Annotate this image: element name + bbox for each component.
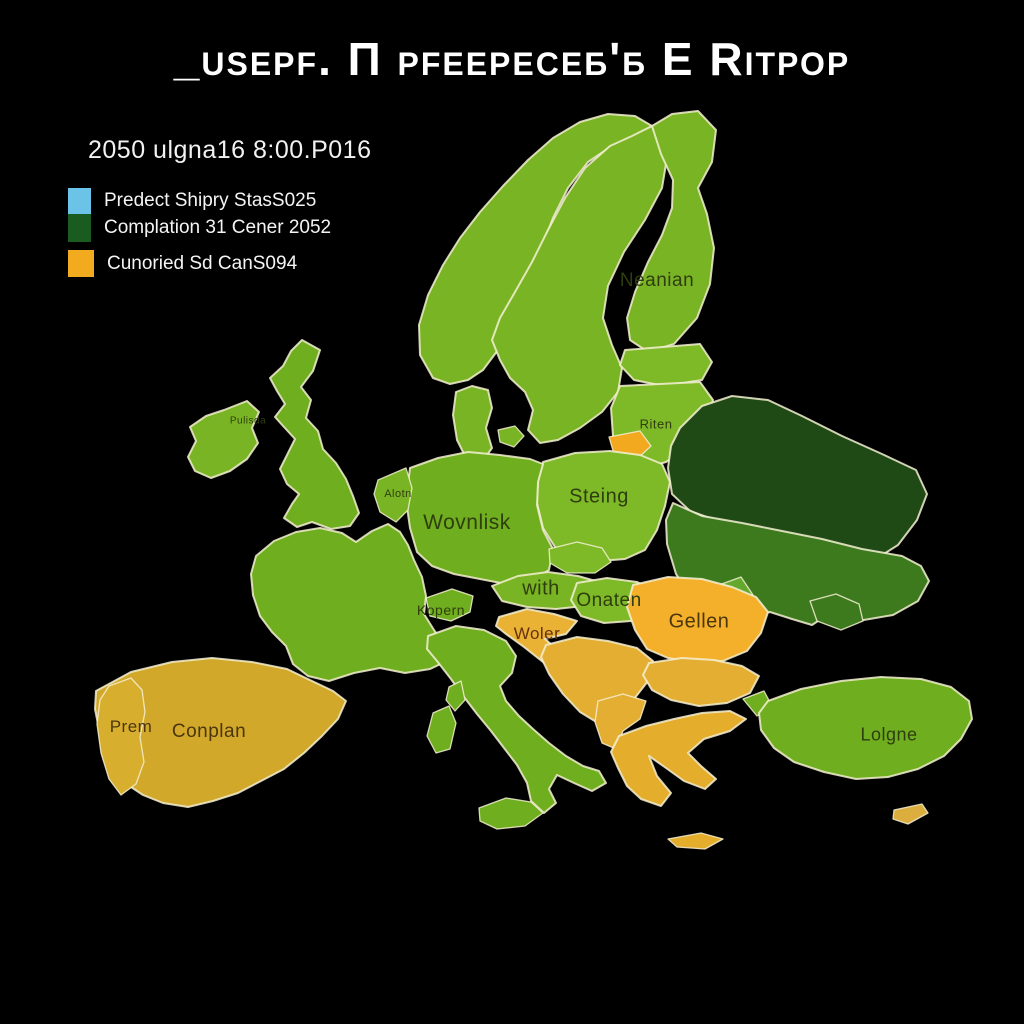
label-germany: Wovnlisk xyxy=(423,511,511,534)
label-croatia: Woler xyxy=(513,624,561,643)
country-greece xyxy=(610,710,747,807)
country-sweden xyxy=(491,125,669,444)
country-romania xyxy=(626,576,769,664)
island-cyprus xyxy=(892,803,929,825)
country-czech xyxy=(548,541,612,574)
legend-swatch-blue xyxy=(68,188,91,214)
country-denmark xyxy=(452,385,493,463)
country-netherlands xyxy=(373,467,413,523)
label-spain: Conplan xyxy=(171,721,247,742)
legend-label: Predect Shipry StasS025 xyxy=(104,190,317,211)
legend-swatch-orange xyxy=(68,250,94,277)
label-finland: Neanian xyxy=(619,270,695,291)
label-switzerland: Kopern xyxy=(416,602,466,618)
legend-label: Complation 31 Cener 2052 xyxy=(104,217,332,238)
legend-label: Cunoried Sd CanS094 xyxy=(107,252,298,274)
country-bulgaria xyxy=(642,657,760,707)
label-ireland: Pulisda xyxy=(229,415,267,427)
island-corsica xyxy=(445,680,466,712)
region-crimea xyxy=(809,593,864,631)
country-finland xyxy=(626,110,717,353)
legend-item: Cunoried Sd CanS094 xyxy=(68,250,297,277)
legend-swatch-darkgreen xyxy=(68,214,91,242)
legend-item: Complation 31 Cener 2052 xyxy=(68,214,331,242)
label-romania: Gellen xyxy=(668,610,730,633)
country-ireland xyxy=(187,400,260,479)
country-portugal xyxy=(96,677,146,796)
label-austria: with xyxy=(522,577,560,600)
label-netherlands: Alotn xyxy=(384,488,412,500)
island-sardinia xyxy=(426,705,457,754)
country-belarus xyxy=(667,395,928,560)
country-uk xyxy=(269,339,360,530)
label-turkey: Lolgne xyxy=(860,724,918,745)
page-title: _usepf. П рfеересеб'б E Rітрор xyxy=(173,33,851,85)
map-subtitle: 2050 ulgna16 8:00.P016 xyxy=(88,136,372,164)
country-estonia xyxy=(619,343,713,387)
label-portugal: Prem xyxy=(109,717,153,736)
country-albania xyxy=(594,693,647,750)
label-poland: Steing xyxy=(569,485,629,508)
label-hungary: Onaten xyxy=(576,590,642,611)
island-crete xyxy=(667,832,724,850)
country-denmark-isles xyxy=(497,425,525,448)
country-switzerland xyxy=(425,588,474,622)
country-turkey xyxy=(758,676,973,780)
country-italy xyxy=(426,625,607,814)
label-baltic: Riten xyxy=(639,416,673,432)
island-sicily xyxy=(478,797,544,830)
legend-item: Predect Shipry StasS025 xyxy=(68,188,316,214)
